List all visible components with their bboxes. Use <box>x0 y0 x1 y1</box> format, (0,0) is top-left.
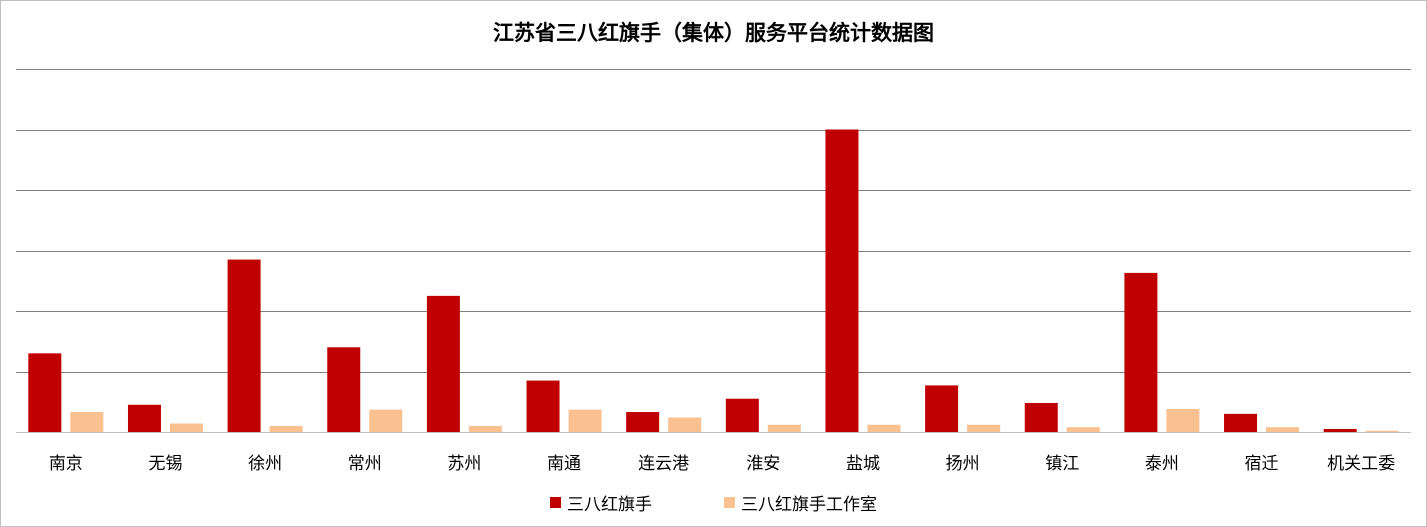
bar-hongqishou-8[interactable] <box>825 129 859 433</box>
chart-title: 江苏省三八红旗手（集体）服务平台统计数据图 <box>493 21 934 45</box>
legend-item-series-1[interactable]: 三八红旗手 <box>550 490 652 515</box>
x-tick-label: 常州 <box>348 454 382 474</box>
bar-hongqishou-13[interactable] <box>1323 428 1357 432</box>
bar-gongzuoshi-0[interactable] <box>70 412 104 432</box>
legend-label-series-1: 三八红旗手 <box>567 494 652 515</box>
x-tick-label: 无锡 <box>148 454 182 474</box>
x-tick-label: 苏州 <box>447 454 481 474</box>
legend-swatch-series-2 <box>724 496 735 508</box>
bar-hongqishou-3[interactable] <box>327 347 361 432</box>
bar-hongqishou-2[interactable] <box>227 259 261 432</box>
bar-gongzuoshi-6[interactable] <box>668 417 702 432</box>
x-tick-label: 淮安 <box>746 454 780 474</box>
bar-gongzuoshi-7[interactable] <box>767 424 801 432</box>
x-tick-label: 宿迁 <box>1245 454 1279 474</box>
legend-swatch-series-1 <box>550 496 561 508</box>
bar-gongzuoshi-8[interactable] <box>867 424 901 432</box>
x-tick-label: 徐州 <box>248 454 282 474</box>
bar-hongqishou-12[interactable] <box>1224 413 1258 432</box>
bar-hongqishou-10[interactable] <box>1024 402 1058 432</box>
bar-hongqishou-4[interactable] <box>426 295 460 432</box>
bar-hongqishou-11[interactable] <box>1124 272 1158 432</box>
bar-gongzuoshi-13[interactable] <box>1365 430 1399 432</box>
bar-gongzuoshi-2[interactable] <box>269 425 303 432</box>
bar-hongqishou-9[interactable] <box>925 385 959 432</box>
x-tick-label: 机关工委 <box>1327 454 1395 474</box>
bar-gongzuoshi-12[interactable] <box>1266 427 1300 432</box>
x-tick-label: 南京 <box>49 454 83 474</box>
bar-gongzuoshi-4[interactable] <box>468 425 502 432</box>
legend-item-series-2[interactable]: 三八红旗手工作室 <box>724 490 877 515</box>
bar-gongzuoshi-1[interactable] <box>169 423 203 432</box>
x-tick-label: 镇江 <box>1045 454 1079 474</box>
x-tick-label: 连云港 <box>638 454 689 474</box>
x-tick-label: 泰州 <box>1145 454 1179 474</box>
bar-gongzuoshi-9[interactable] <box>967 424 1001 432</box>
bar-hongqishou-7[interactable] <box>725 398 759 432</box>
bar-gongzuoshi-3[interactable] <box>369 409 403 432</box>
bar-hongqishou-1[interactable] <box>127 404 161 432</box>
bar-hongqishou-5[interactable] <box>526 380 560 432</box>
legend-label-series-2: 三八红旗手工作室 <box>741 494 877 515</box>
bar-gongzuoshi-5[interactable] <box>568 409 602 432</box>
chart-legend: 三八红旗手 三八红旗手工作室 <box>1 490 1426 515</box>
bar-hongqishou-6[interactable] <box>626 412 660 432</box>
x-tick-label: 扬州 <box>946 454 980 474</box>
x-tick-label: 盐城 <box>846 454 880 474</box>
x-tick-label: 南通 <box>547 454 581 474</box>
bar-gongzuoshi-10[interactable] <box>1066 427 1100 432</box>
bar-gongzuoshi-11[interactable] <box>1166 409 1200 432</box>
bar-hongqishou-0[interactable] <box>28 353 62 432</box>
